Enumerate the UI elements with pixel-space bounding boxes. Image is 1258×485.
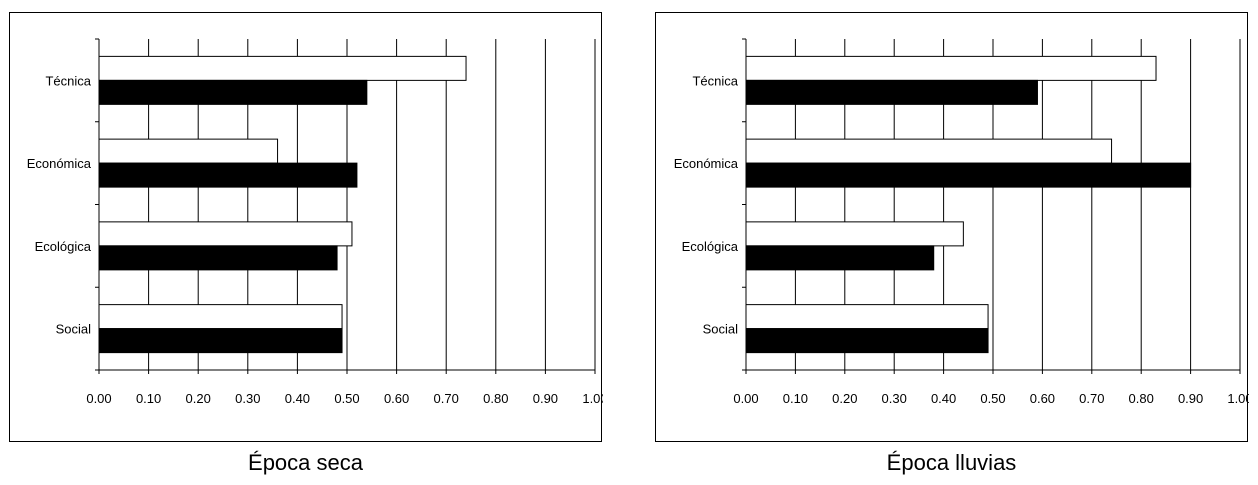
bar-economica-series-2 bbox=[98, 162, 358, 188]
x-tick-label: 0.50 bbox=[980, 391, 1005, 406]
x-tick-label: 1.00 bbox=[1227, 391, 1249, 406]
chart-panel-epoca-seca: Técnica Económica Ecológica Social 0.00 0.10 0… bbox=[9, 12, 603, 442]
x-tick-label: 0.60 bbox=[384, 391, 409, 406]
category-label-ecologica: Ecológica bbox=[35, 239, 92, 254]
bar-tecnica-series-2 bbox=[745, 79, 1038, 105]
chart-caption-epoca-lluvias: Época lluvias bbox=[886, 450, 1017, 475]
category-label-social: Social bbox=[56, 322, 92, 337]
x-tick-label: 0.30 bbox=[235, 391, 260, 406]
bar-tecnica-series-2 bbox=[98, 79, 368, 105]
x-tick-label: 0.70 bbox=[434, 391, 459, 406]
x-tick-label: 1.00 bbox=[582, 391, 603, 406]
bar-tecnica-series-1 bbox=[745, 55, 1157, 81]
category-label-economica: Económica bbox=[674, 156, 739, 171]
bar-economica-series-2 bbox=[745, 162, 1192, 188]
x-tick-label: 0.80 bbox=[1129, 391, 1154, 406]
x-tick-label: 0.50 bbox=[334, 391, 359, 406]
bar-social-series-1 bbox=[98, 304, 343, 330]
x-tick-label: 0.90 bbox=[533, 391, 558, 406]
x-tick-label: 0.90 bbox=[1178, 391, 1203, 406]
bar-ecologica-series-1 bbox=[745, 221, 964, 247]
bar-ecologica-series-1 bbox=[98, 221, 353, 247]
x-tick-label: 0.40 bbox=[931, 391, 956, 406]
chart-caption-epoca-seca: Época seca bbox=[248, 450, 363, 475]
bar-economica-series-1 bbox=[745, 138, 1113, 164]
x-tick-label: 0.00 bbox=[86, 391, 111, 406]
bar-chart-epoca-lluvias: Técnica Económica Ecológica Social 0.00 0.10 0… bbox=[674, 38, 1249, 406]
category-label-tecnica: Técnica bbox=[45, 73, 91, 88]
bar-social-series-2 bbox=[98, 328, 343, 354]
x-tick-label: 0.40 bbox=[285, 391, 310, 406]
x-tick-label: 0.80 bbox=[483, 391, 508, 406]
bar-economica-series-1 bbox=[98, 138, 279, 164]
category-label-economica: Económica bbox=[27, 156, 92, 171]
bar-chart-epoca-seca: Técnica Económica Ecológica Social 0.00 0.10 0… bbox=[27, 38, 603, 406]
x-tick-label: 0.60 bbox=[1030, 391, 1055, 406]
x-tick-label: 0.30 bbox=[882, 391, 907, 406]
bar-ecologica-series-2 bbox=[98, 245, 338, 271]
x-tick-label: 0.70 bbox=[1079, 391, 1104, 406]
bar-social-series-1 bbox=[745, 304, 989, 330]
x-tick-label: 0.10 bbox=[783, 391, 808, 406]
bar-ecologica-series-2 bbox=[745, 245, 935, 271]
category-label-tecnica: Técnica bbox=[692, 73, 738, 88]
x-tick-label: 0.10 bbox=[136, 391, 161, 406]
chart-panel-epoca-lluvias: Técnica Económica Ecológica Social 0.00 0.10 0… bbox=[655, 12, 1249, 442]
bar-social-series-2 bbox=[745, 328, 989, 354]
x-tick-label: 0.20 bbox=[186, 391, 211, 406]
category-label-ecologica: Ecológica bbox=[682, 239, 739, 254]
x-tick-label: 0.20 bbox=[832, 391, 857, 406]
bar-tecnica-series-1 bbox=[98, 55, 467, 81]
category-label-social: Social bbox=[703, 322, 739, 337]
x-tick-label: 0.00 bbox=[733, 391, 758, 406]
